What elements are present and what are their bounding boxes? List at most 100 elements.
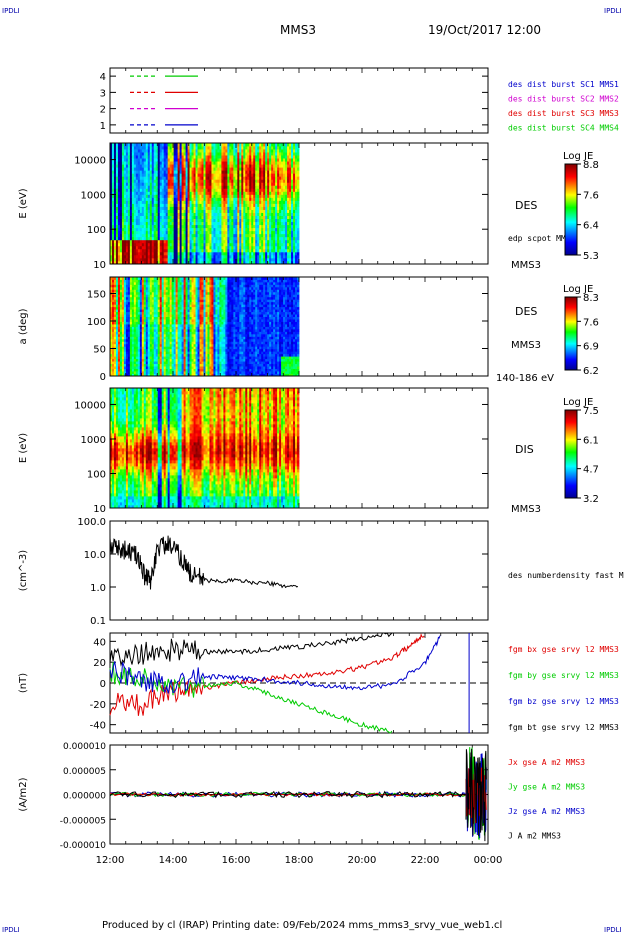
spectrogram-cell xyxy=(131,242,135,247)
spectrogram-cell xyxy=(185,158,188,162)
spectrogram-cell xyxy=(287,167,290,171)
spectrogram-cell xyxy=(201,191,204,195)
spectrogram-cell xyxy=(203,194,206,198)
spectrogram-cell xyxy=(177,221,181,226)
spectrogram-cell xyxy=(271,251,274,256)
spectrogram-cell xyxy=(155,218,159,223)
spectrogram-cell xyxy=(295,167,298,171)
spectrogram-cell xyxy=(259,203,262,207)
spectrogram-cell xyxy=(233,245,236,250)
spectrogram-cell xyxy=(205,176,208,180)
spectrogram-cell xyxy=(161,152,165,156)
spectrogram-cell xyxy=(165,146,169,150)
spectrogram-cell xyxy=(133,200,137,204)
spectrogram-cell xyxy=(121,209,125,213)
spectrogram-cell xyxy=(111,164,115,168)
spectrogram-cell xyxy=(213,176,216,180)
spectrogram-cell xyxy=(131,158,135,162)
spectrogram-cell xyxy=(275,221,278,226)
spectrogram-cell xyxy=(133,236,137,241)
spectrogram-cell xyxy=(185,242,188,247)
spectrogram-cell xyxy=(175,146,179,150)
spectrogram-cell xyxy=(243,143,246,147)
spectrogram-cell xyxy=(223,188,226,192)
spectrogram-cell xyxy=(289,206,292,210)
spectrogram-cell xyxy=(127,341,131,345)
spectrogram-cell xyxy=(137,348,141,352)
spectrogram-cell xyxy=(145,260,149,265)
spectrogram-cell xyxy=(113,224,117,229)
spectrogram-cell xyxy=(129,200,133,204)
spectrogram-cell xyxy=(189,218,192,223)
spectrogram-cell xyxy=(157,170,161,174)
spectrogram-cell xyxy=(255,218,258,223)
spectrogram-cell xyxy=(145,176,149,180)
spectrogram-cell xyxy=(111,358,115,362)
spectrogram-cell xyxy=(125,176,129,180)
spectrogram-cell xyxy=(257,185,260,189)
spectrogram-cell xyxy=(119,361,123,365)
colorbar-tick-label: 7.6 xyxy=(583,190,599,201)
spectrogram-cell xyxy=(205,257,208,262)
spectrogram-cell xyxy=(131,224,135,229)
spectrogram-cell xyxy=(249,143,252,147)
spectrogram-cell xyxy=(151,185,155,189)
spectrogram-cell xyxy=(213,218,216,223)
spectrogram-cell xyxy=(253,149,256,153)
spectrogram-cell xyxy=(221,203,224,207)
spectrogram-cell xyxy=(113,361,117,365)
spectrogram-cell xyxy=(111,356,115,360)
spectrogram-cell xyxy=(177,218,181,223)
spectrogram-cell xyxy=(211,188,214,192)
spectrogram-cell xyxy=(149,212,153,216)
spectrogram-cell xyxy=(197,179,200,183)
spectrogram-cell xyxy=(135,353,139,357)
spectrogram-cell xyxy=(219,209,222,213)
spectrogram-cell xyxy=(149,254,153,259)
spectrogram-cell xyxy=(137,164,141,168)
spectrogram-cell xyxy=(287,185,290,189)
spectrogram-cell xyxy=(237,218,240,223)
spectrogram-cell xyxy=(217,206,220,210)
spectrogram-cell xyxy=(227,212,230,216)
spectrogram-cell xyxy=(273,242,276,247)
spectrogram-cell xyxy=(261,182,264,186)
spectrogram-cell xyxy=(271,191,274,195)
spectrogram-cell xyxy=(223,260,226,265)
spectrogram-cell xyxy=(231,146,234,150)
spectrogram-cell xyxy=(111,260,115,265)
spectrogram-cell xyxy=(149,218,153,223)
spectrogram-cell xyxy=(239,254,242,259)
spectrogram-cell xyxy=(205,194,208,198)
spectrogram-cell xyxy=(129,338,133,342)
spectrogram-cell xyxy=(177,242,181,247)
spectrogram-cell xyxy=(263,167,266,171)
spectrogram-cell xyxy=(125,206,129,210)
spectrogram-cell xyxy=(253,170,256,174)
spectrogram-cell xyxy=(217,152,220,156)
spectrogram-cell xyxy=(205,227,208,232)
spectrogram-cell xyxy=(189,200,192,204)
spectrogram-cell xyxy=(193,254,196,259)
spectrogram-cell xyxy=(127,257,131,262)
spectrogram-cell xyxy=(225,221,228,226)
spectrogram-cell xyxy=(239,173,242,177)
spectrogram-cell xyxy=(143,155,147,159)
spectrogram-cell xyxy=(221,227,224,232)
spectrogram-cell xyxy=(277,182,280,186)
spectrogram-cell xyxy=(139,371,143,374)
spectrogram-cell xyxy=(233,173,236,177)
spectrogram-cell xyxy=(143,221,147,226)
spectrogram-cell xyxy=(203,227,206,232)
spectrogram-cell xyxy=(153,212,157,216)
spectrogram-cell xyxy=(167,251,171,256)
spectrogram-cell xyxy=(243,182,246,186)
spectrogram-cell xyxy=(205,146,208,150)
spectrogram-cell xyxy=(269,224,272,229)
spectrogram-cell xyxy=(197,143,200,147)
spectrogram-cell xyxy=(261,209,264,213)
spectrogram-cell xyxy=(249,194,252,198)
spectrogram-cell xyxy=(119,206,123,210)
spectrogram-cell xyxy=(279,257,282,262)
spectrogram-cell xyxy=(117,346,121,350)
